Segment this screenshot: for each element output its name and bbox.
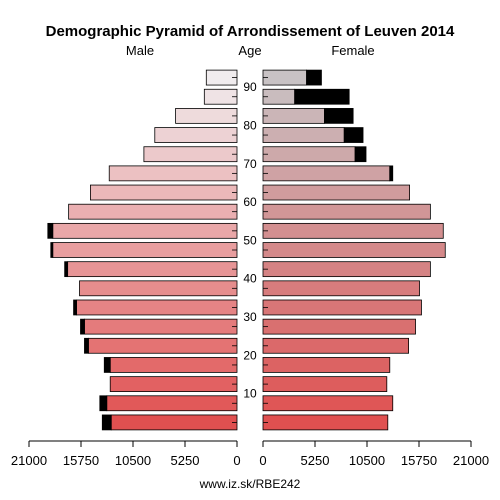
age-tick-label: 70: [243, 157, 257, 171]
male-bar-60-64: [90, 184, 238, 201]
male-bar-10-14: [109, 376, 238, 392]
age-label: Age: [238, 43, 261, 58]
female-x-tick-label: 15750: [401, 453, 437, 468]
female-x-tick-label: 10500: [349, 453, 385, 468]
female-x-tick-label: 21000: [453, 453, 489, 468]
age-tick-label: 80: [243, 118, 257, 132]
male-extra-bar-20-24: [84, 337, 89, 354]
male-bar-80-84: [175, 108, 238, 124]
female-label: Female: [331, 43, 374, 58]
female-bar-25-29: [262, 318, 416, 335]
footer-source: www.iz.sk/RBE242: [199, 477, 301, 491]
age-tick-label: 90: [243, 80, 257, 94]
female-bar-35-39: [262, 280, 420, 297]
male-bar-65-69: [108, 165, 238, 182]
female-extra-bar-85-89: [294, 88, 350, 105]
female-bar-5-9: [262, 395, 394, 412]
male-bar-75-79: [154, 127, 238, 143]
axes: 10 20 30 40 50 60 70 80 90 0 0 5250 5250 10500 10500 15…: [11, 77, 489, 468]
male-x-tick-label: 15750: [63, 453, 99, 468]
age-tick-label: 40: [243, 272, 257, 286]
female-bar-40-44: [262, 261, 431, 278]
female-extra-bar-75-79: [343, 127, 364, 143]
male-bar-40-44: [67, 261, 238, 278]
male-extra-bar-45-49: [50, 242, 54, 258]
male-label: Male: [126, 43, 154, 58]
female-bar-60-64: [262, 184, 410, 201]
male-bar-45-49: [52, 242, 238, 258]
male-extra-bar-25-29: [80, 318, 85, 335]
male-extra-bar-30-34: [73, 299, 77, 316]
male-bar-15-19: [109, 357, 238, 373]
age-tick-label: 60: [243, 195, 257, 209]
female-bar-80-84: [262, 108, 325, 124]
male-extra-bar-40-44: [64, 261, 69, 278]
female-bar-15-19: [262, 357, 391, 373]
age-tick-label: 30: [243, 310, 257, 324]
male-bar-0-4: [110, 414, 238, 431]
female-bar-75-79: [262, 127, 345, 143]
female-bar-20-24: [262, 337, 410, 354]
male-bar-5-9: [106, 395, 238, 412]
female-x-tick-label: 0: [259, 453, 266, 468]
male-x-tick-label: 21000: [11, 453, 47, 468]
female-bars: [262, 69, 446, 431]
male-bar-20-24: [88, 337, 238, 354]
age-tick-label: 20: [243, 348, 257, 362]
male-extra-bar-5-9: [99, 395, 108, 412]
male-x-tick-label: 5250: [171, 453, 200, 468]
female-extra-bar-80-84: [324, 108, 354, 124]
female-bar-30-34: [262, 299, 422, 316]
male-bar-70-74: [143, 146, 238, 163]
female-bar-70-74: [262, 146, 356, 163]
male-x-tick-label: 10500: [115, 453, 151, 468]
male-x-tick-label: 0: [233, 453, 240, 468]
male-bar-50-54: [52, 222, 238, 239]
male-extra-bar-15-19: [103, 357, 111, 373]
female-extra-bar-90+: [306, 69, 322, 86]
female-bar-10-14: [262, 376, 388, 392]
female-extra-bar-70-74: [354, 146, 367, 163]
female-extra-bar-65-69: [389, 165, 394, 182]
male-bar-25-29: [84, 318, 238, 335]
age-tick-label: 10: [243, 387, 257, 401]
female-bar-55-59: [262, 203, 431, 220]
female-bar-90+: [262, 69, 307, 86]
male-bars: [47, 69, 238, 431]
female-bar-65-69: [262, 165, 391, 182]
female-bar-0-4: [262, 414, 389, 431]
male-bar-30-34: [76, 299, 238, 316]
age-tick-label: 50: [243, 233, 257, 247]
chart-title: Demographic Pyramid of Arrondissement of…: [46, 23, 455, 40]
female-bar-45-49: [262, 242, 446, 258]
male-extra-bar-0-4: [101, 414, 112, 431]
male-bar-35-39: [79, 280, 238, 297]
male-extra-bar-50-54: [47, 222, 54, 239]
male-bar-55-59: [68, 203, 238, 220]
female-bar-50-54: [262, 222, 444, 239]
female-x-tick-label: 5250: [301, 453, 330, 468]
